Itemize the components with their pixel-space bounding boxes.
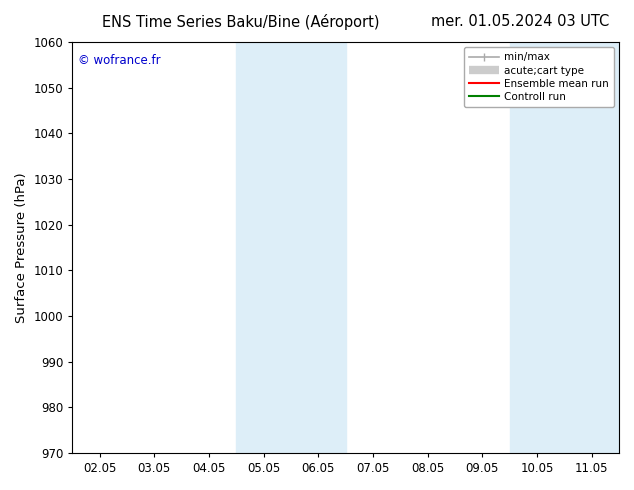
Legend: min/max, acute;cart type, Ensemble mean run, Controll run: min/max, acute;cart type, Ensemble mean … (464, 47, 614, 107)
Bar (510, 42, 619, 453)
Text: mer. 01.05.2024 03 UTC: mer. 01.05.2024 03 UTC (430, 14, 609, 29)
Bar (236, 42, 346, 453)
Text: ENS Time Series Baku/Bine (Aéroport): ENS Time Series Baku/Bine (Aéroport) (102, 14, 380, 30)
Y-axis label: Surface Pressure (hPa): Surface Pressure (hPa) (15, 172, 28, 323)
Text: © wofrance.fr: © wofrance.fr (78, 54, 160, 68)
